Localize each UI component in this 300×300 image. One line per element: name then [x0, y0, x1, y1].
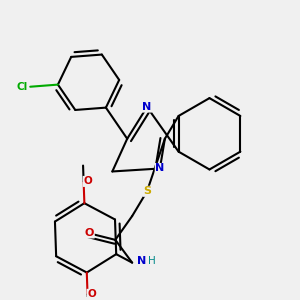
Text: N: N — [142, 102, 152, 112]
Text: O: O — [85, 228, 94, 238]
Text: S: S — [143, 186, 151, 196]
Text: N: N — [155, 164, 164, 173]
Text: Cl: Cl — [17, 82, 28, 92]
Text: N: N — [137, 256, 147, 266]
Text: O: O — [87, 289, 96, 299]
Text: O: O — [83, 176, 92, 186]
Text: H: H — [148, 256, 156, 266]
